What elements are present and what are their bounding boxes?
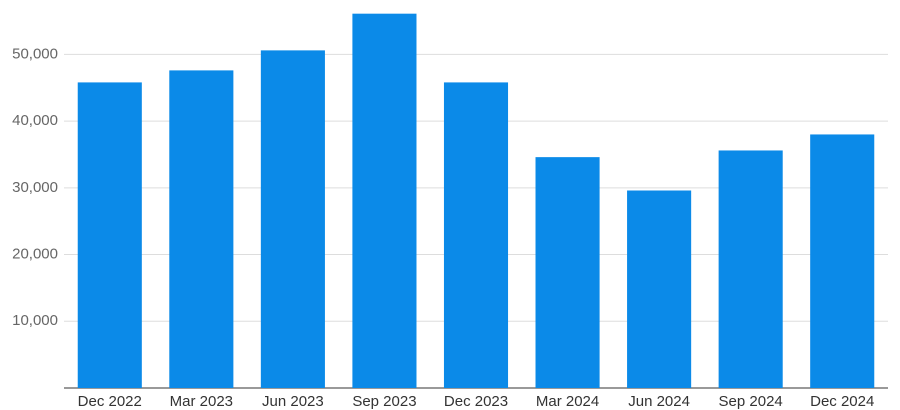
- x-tick-label: Mar 2023: [170, 393, 233, 410]
- bar: [77, 82, 142, 389]
- y-tick-label: 30,000: [12, 179, 58, 196]
- bar: [352, 13, 417, 389]
- x-tick-label: Sep 2024: [719, 393, 783, 410]
- x-tick-label: Jun 2024: [628, 393, 690, 410]
- x-tick-label: Dec 2022: [78, 393, 142, 410]
- x-tick-label: Dec 2023: [444, 393, 508, 410]
- bar: [260, 50, 325, 389]
- bar: [627, 190, 692, 388]
- x-tick-label: Dec 2024: [810, 393, 874, 410]
- bar: [810, 134, 875, 388]
- y-tick-label: 40,000: [12, 112, 58, 129]
- bar: [718, 150, 783, 388]
- bar: [443, 82, 509, 389]
- x-tick-label: Sep 2023: [352, 393, 416, 410]
- y-tick-label: 10,000: [12, 312, 58, 329]
- x-tick-label: Jun 2023: [262, 393, 324, 410]
- y-tick-label: 20,000: [12, 246, 58, 263]
- bar: [169, 70, 234, 389]
- x-tick-label: Mar 2024: [536, 393, 599, 410]
- bar: [535, 157, 600, 388]
- y-tick-label: 50,000: [12, 45, 58, 62]
